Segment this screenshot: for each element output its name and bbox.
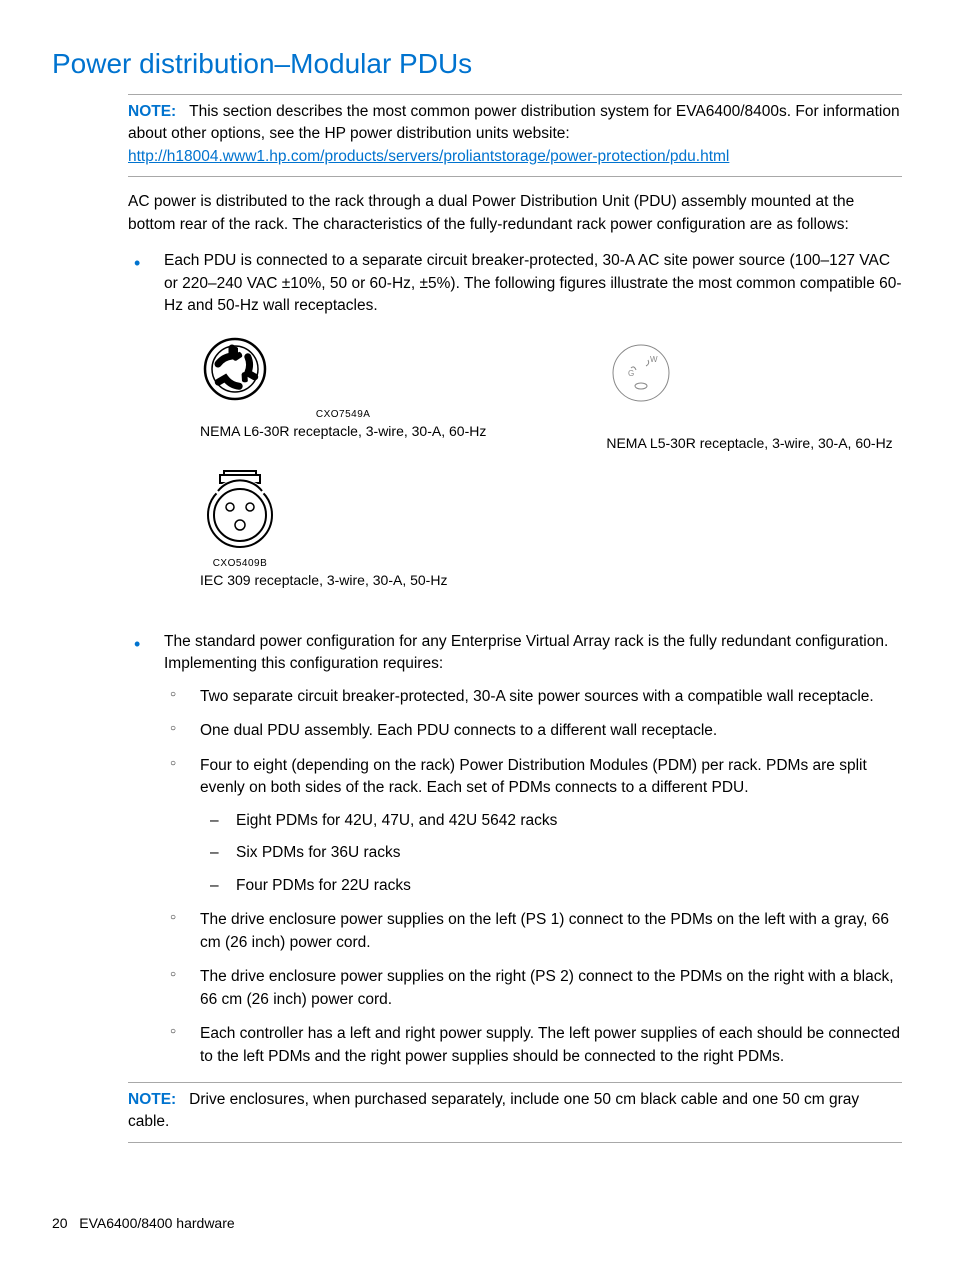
receptacle-icon: [200, 463, 280, 553]
figure-id: CXO7549A: [200, 408, 486, 422]
list-item: Four PDMs for 22U racks: [200, 875, 902, 897]
svg-text:G: G: [628, 369, 634, 378]
intro-paragraph: AC power is distributed to the rack thro…: [128, 191, 902, 236]
page-heading: Power distribution–Modular PDUs: [52, 48, 902, 80]
sub-text: Four to eight (depending on the rack) Po…: [200, 757, 867, 796]
list-item: The drive enclosure power supplies on th…: [164, 909, 902, 954]
note-label: NOTE:: [128, 1091, 176, 1108]
note-text: This section describes the most common p…: [128, 103, 900, 142]
figure-caption: IEC 309 receptacle, 3-wire, 30-A, 50-Hz: [200, 571, 902, 591]
list-item: Eight PDMs for 42U, 47U, and 42U 5642 ra…: [200, 810, 902, 832]
note-label: NOTE:: [128, 103, 176, 120]
list-item: One dual PDU assembly. Each PDU connects…: [164, 720, 902, 742]
main-content: NOTE: This section describes the most co…: [52, 94, 902, 1143]
pdu-website-link[interactable]: http://h18004.www1.hp.com/products/serve…: [128, 148, 729, 165]
note-block-2: NOTE: Drive enclosures, when purchased s…: [128, 1082, 902, 1143]
note-text: Drive enclosures, when purchased separat…: [128, 1091, 859, 1130]
list-item: The drive enclosure power supplies on th…: [164, 966, 902, 1011]
list-item: Two separate circuit breaker-protected, …: [164, 686, 902, 708]
bullet-text: Each PDU is connected to a separate circ…: [164, 252, 902, 314]
receptacle-icon: G W: [606, 338, 676, 408]
note-block-1: NOTE: This section describes the most co…: [128, 94, 902, 177]
figure-nema-l5-30r: G W NEMA L5-30R receptacle, 3-wire, 30-A…: [606, 338, 892, 454]
figure-caption: NEMA L5-30R receptacle, 3-wire, 30-A, 60…: [606, 434, 892, 454]
page-footer: 20 EVA6400/8400 hardware: [52, 1215, 235, 1231]
receptacle-icon: [200, 334, 270, 404]
footer-title: EVA6400/8400 hardware: [79, 1215, 234, 1231]
list-item: Four to eight (depending on the rack) Po…: [164, 755, 902, 897]
list-item: Each controller has a left and right pow…: [164, 1023, 902, 1068]
list-item: Each PDU is connected to a separate circ…: [128, 250, 902, 591]
svg-text:W: W: [650, 355, 658, 364]
figure-iec-309: CXO5409B IEC 309 receptacle, 3-wire, 30-…: [200, 463, 902, 591]
bullet-text: The standard power configuration for any…: [164, 633, 888, 672]
figure-caption: NEMA L6-30R receptacle, 3-wire, 30-A, 60…: [200, 422, 486, 442]
figure-nema-l6-30r: CXO7549A NEMA L6-30R receptacle, 3-wire,…: [200, 334, 486, 454]
list-item: The standard power configuration for any…: [128, 631, 902, 1068]
list-item: Six PDMs for 36U racks: [200, 842, 902, 864]
figure-id: CXO5409B: [200, 557, 280, 571]
page-number: 20: [52, 1215, 68, 1231]
